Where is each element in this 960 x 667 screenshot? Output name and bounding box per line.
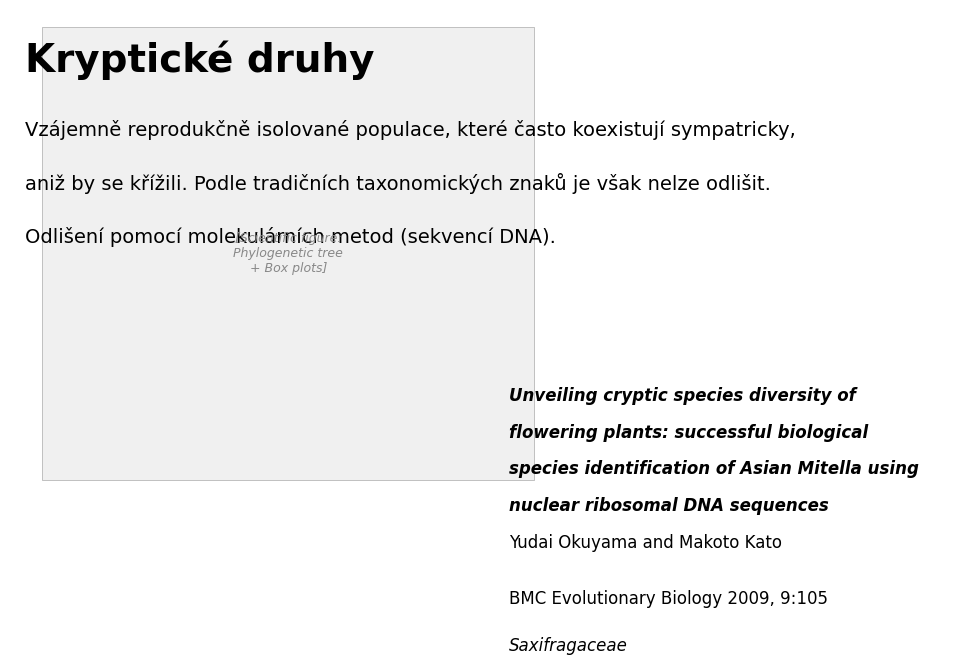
Text: nuclear ribosomal DNA sequences: nuclear ribosomal DNA sequences	[509, 497, 828, 515]
Text: [Scientific figure:
Phylogenetic tree
+ Box plots]: [Scientific figure: Phylogenetic tree + …	[233, 232, 343, 275]
Text: Kryptické druhy: Kryptické druhy	[25, 40, 375, 79]
Text: Unveiling cryptic species diversity of: Unveiling cryptic species diversity of	[509, 387, 855, 405]
Text: aniž by se křížili. Podle tradičních taxonomických znaků je však nelze odlišit.: aniž by se křížili. Podle tradičních tax…	[25, 173, 771, 194]
Text: BMC Evolutionary Biology 2009, 9:105: BMC Evolutionary Biology 2009, 9:105	[509, 590, 828, 608]
Text: flowering plants: successful biological: flowering plants: successful biological	[509, 424, 868, 442]
Text: species identification of Asian Mitella using: species identification of Asian Mitella …	[509, 460, 919, 478]
FancyBboxPatch shape	[42, 27, 534, 480]
Text: Yudai Okuyama and Makoto Kato: Yudai Okuyama and Makoto Kato	[509, 534, 781, 552]
Text: Saxifragaceae: Saxifragaceae	[509, 637, 628, 655]
Text: Vzájemně reprodukčně isolované populace, které často koexistují sympatricky,: Vzájemně reprodukčně isolované populace,…	[25, 120, 796, 140]
Text: Odlišení pomocí molekulárních metod (sekvencí DNA).: Odlišení pomocí molekulárních metod (sek…	[25, 227, 556, 247]
